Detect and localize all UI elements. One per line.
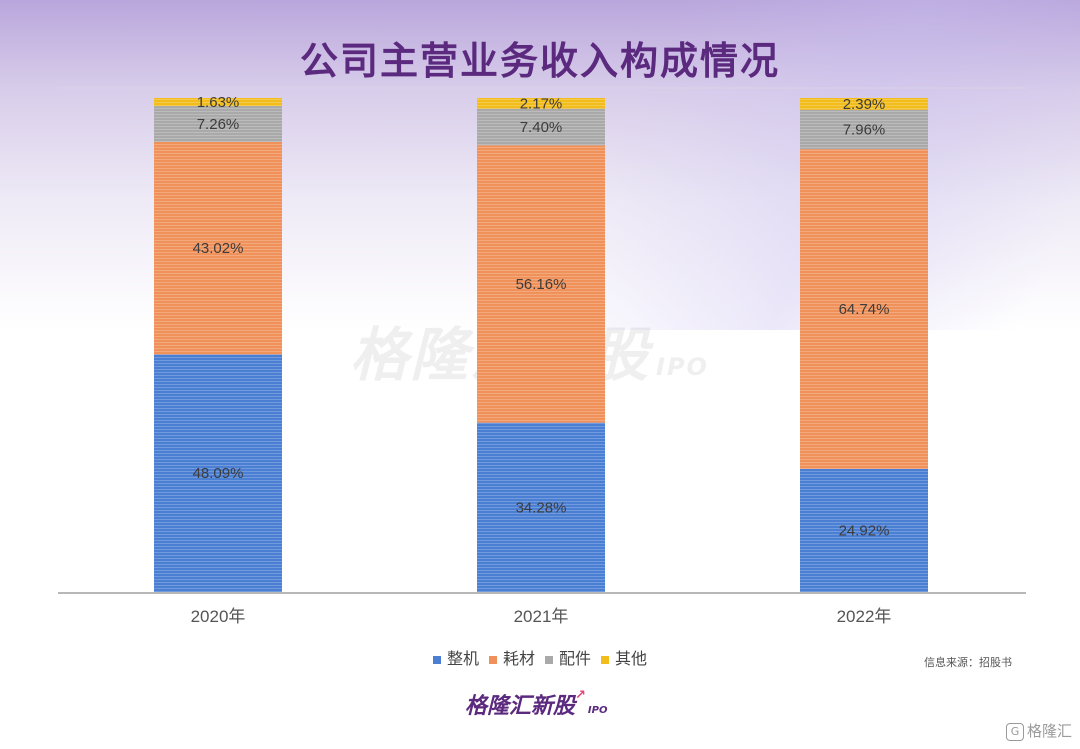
- data-label: 34.28%: [516, 499, 567, 516]
- source-note: 信息来源：招股书: [924, 656, 1012, 669]
- data-label: 2.39%: [843, 96, 886, 113]
- trend-arrow-icon: ↗: [575, 688, 586, 703]
- bar-texture: [477, 422, 605, 592]
- g-logo-icon: G: [1005, 722, 1024, 741]
- data-label: 56.16%: [516, 276, 567, 293]
- data-label: 48.09%: [193, 465, 244, 482]
- legend-swatch: [432, 655, 441, 664]
- bar-texture: [477, 108, 605, 146]
- bar-texture: [477, 145, 605, 423]
- x-tick-label: 2021年: [514, 607, 569, 626]
- legend-label: 整机: [446, 649, 479, 668]
- data-label: 7.96%: [843, 121, 886, 138]
- x-tick-label: 2022年: [837, 607, 892, 626]
- legend-label: 其他: [615, 649, 648, 668]
- legend-swatch: [601, 655, 610, 664]
- data-label: 7.40%: [520, 119, 563, 136]
- legend-label: 配件: [559, 649, 592, 668]
- brand-logo: 格隆汇新股↗IPO: [465, 688, 608, 719]
- legend-item: 配件: [545, 645, 591, 669]
- data-label: 24.92%: [839, 522, 890, 539]
- chart-title: 公司主营业务收入构成情况: [299, 38, 780, 83]
- data-label: 7.26%: [197, 116, 240, 133]
- bar-texture: [154, 354, 282, 592]
- legend: 整机 耗材 配件 其他: [0, 645, 1080, 669]
- bar-texture: [800, 468, 928, 592]
- legend-swatch: [545, 655, 553, 664]
- data-label: 64.74%: [839, 301, 890, 318]
- data-label: 2.17%: [520, 95, 563, 112]
- legend-item: 其他: [601, 645, 647, 669]
- bar-texture: [154, 141, 282, 355]
- legend-item: 整机: [432, 645, 479, 669]
- bar-texture: [154, 98, 282, 107]
- corner-brand: G 格隆汇: [1005, 720, 1072, 741]
- x-tick-label: 2020年: [191, 607, 246, 626]
- bar-texture: [800, 149, 928, 469]
- legend-swatch: [488, 655, 497, 664]
- stacked-bar-chart: 48.09% 43.02% 7.26% 1.63% 34.28% 56.16% 7.40% 2…: [58, 87, 1026, 626]
- data-label: 43.02%: [193, 240, 244, 257]
- data-label: 1.63%: [197, 94, 240, 111]
- legend-item: 耗材: [488, 645, 535, 669]
- bar-texture: [477, 98, 605, 109]
- legend-label: 耗材: [502, 649, 535, 668]
- bar-texture: [800, 109, 928, 150]
- bar-texture: [154, 106, 282, 142]
- bar-texture: [800, 98, 928, 110]
